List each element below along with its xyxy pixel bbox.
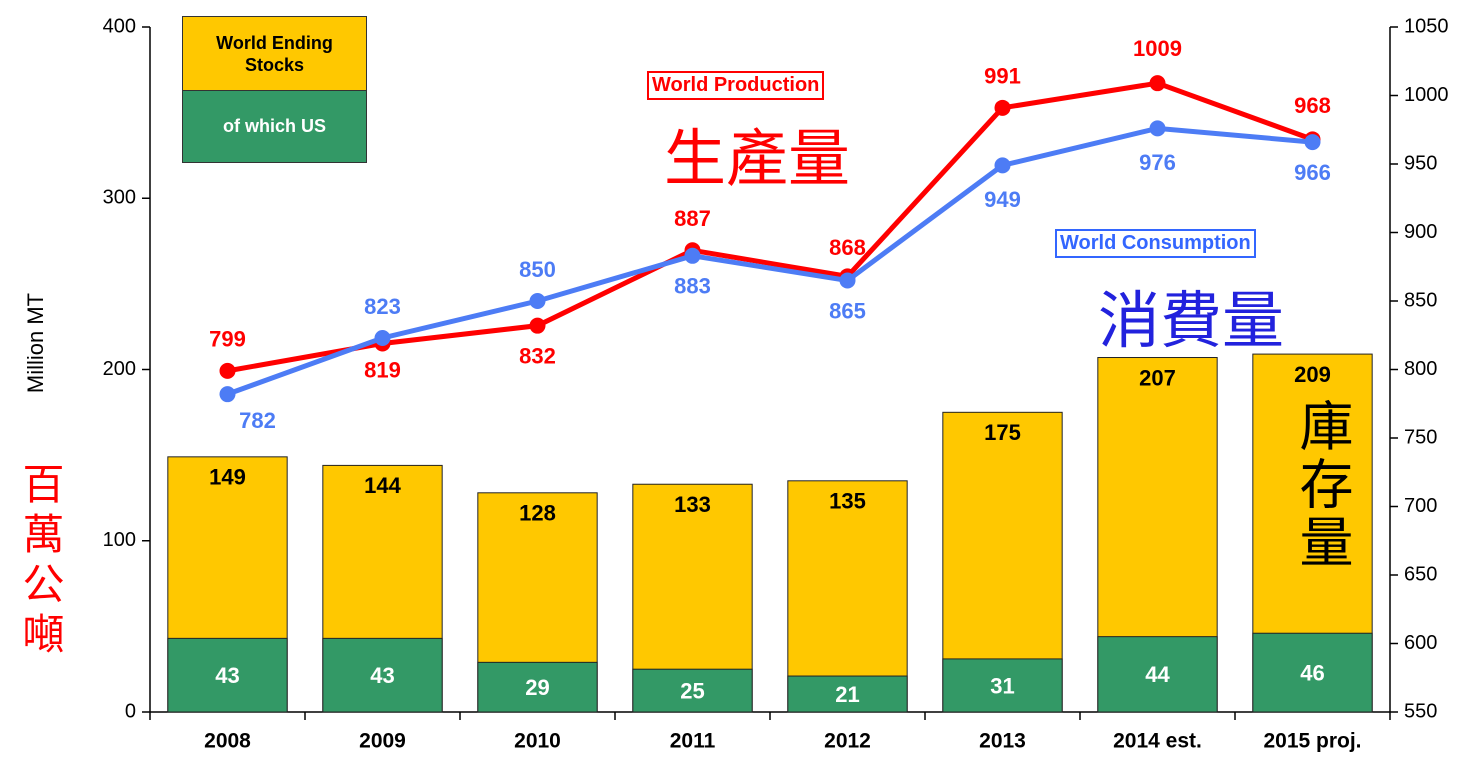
value-label: 968 <box>1294 93 1331 118</box>
y-axis-label: Million MT <box>23 292 48 394</box>
y2-tick-label: 1050 <box>1404 15 1449 37</box>
y-tick-label: 200 <box>103 358 136 380</box>
x-tick-label: 2012 <box>824 730 871 753</box>
value-label: 949 <box>984 187 1021 212</box>
line <box>226 125 1313 397</box>
bar <box>167 637 288 713</box>
bar <box>787 480 908 713</box>
value-label: 31 <box>990 673 1014 698</box>
point <box>219 386 236 403</box>
bar <box>1252 632 1373 713</box>
bar <box>942 658 1063 713</box>
x-tick-label: 2011 <box>670 730 716 753</box>
value-label: 819 <box>364 357 401 382</box>
value-label: 868 <box>829 235 866 260</box>
annotation: 消費量 <box>1098 287 1285 356</box>
point <box>1149 120 1166 137</box>
y2-tick-label: 850 <box>1404 289 1437 311</box>
y2-tick-label: 950 <box>1404 152 1437 174</box>
value-label: 133 <box>674 492 711 517</box>
value-label: 887 <box>674 206 711 231</box>
value-label: 883 <box>674 274 711 299</box>
point <box>994 99 1011 116</box>
y-tick-label: 400 <box>103 15 136 37</box>
value-label: 21 <box>835 682 859 707</box>
y2-tick-label: 700 <box>1404 495 1437 517</box>
value-label: 850 <box>519 257 556 282</box>
value-label: 29 <box>525 675 549 700</box>
annotation: 庫存量 <box>1291 398 1351 572</box>
legend-label: World Ending Stocks <box>216 32 333 75</box>
value-label: 144 <box>364 473 401 498</box>
point <box>219 362 236 379</box>
annotation: 生產量 <box>664 125 851 194</box>
value-label: 43 <box>215 663 239 688</box>
point <box>1304 134 1321 151</box>
value-label: 46 <box>1300 660 1324 685</box>
value-label: 799 <box>209 327 246 352</box>
value-label: 128 <box>519 501 556 526</box>
y2-tick-label: 800 <box>1404 358 1437 380</box>
value-label: 966 <box>1294 160 1331 185</box>
value-label: 991 <box>984 64 1021 89</box>
x-tick-label: 2009 <box>359 730 406 753</box>
value-label: 1009 <box>1133 36 1182 61</box>
bar <box>1097 636 1218 713</box>
point <box>994 157 1011 174</box>
value-label: 823 <box>364 294 401 319</box>
x-tick-label: 2014 est. <box>1113 730 1202 753</box>
point <box>529 317 546 334</box>
point <box>374 329 391 346</box>
value-label: 832 <box>519 343 556 368</box>
y-tick-label: 300 <box>103 187 136 209</box>
value-label: 149 <box>209 465 246 490</box>
x-tick-label: 2013 <box>979 730 1026 753</box>
value-label: 44 <box>1145 662 1170 687</box>
legend-us: of which US <box>182 90 367 163</box>
y-tick-label: 0 <box>125 700 136 722</box>
value-label: 865 <box>829 298 866 323</box>
y-tick-label: 100 <box>103 529 136 551</box>
point <box>1149 75 1166 92</box>
value-label: 209 <box>1294 362 1331 387</box>
y2-tick-label: 1000 <box>1404 84 1449 106</box>
value-label: 175 <box>984 420 1021 445</box>
value-label: 135 <box>829 489 866 514</box>
legend-production: World Production <box>647 71 825 100</box>
x-tick-label: 2015 proj. <box>1263 730 1361 753</box>
bar <box>322 637 443 713</box>
annotation: 百萬公噸 <box>17 462 64 662</box>
value-label: 43 <box>370 663 394 688</box>
value-label: 782 <box>239 408 276 433</box>
value-label: 976 <box>1139 150 1176 175</box>
y2-tick-label: 750 <box>1404 426 1437 448</box>
point <box>529 293 546 309</box>
y2-tick-label: 650 <box>1404 563 1437 585</box>
legend-label: of which US <box>223 116 326 136</box>
bar <box>787 675 908 713</box>
legend-consumption: World Consumption <box>1055 229 1256 258</box>
x-tick-label: 2010 <box>514 730 561 753</box>
legend-world: World Ending Stocks <box>182 16 367 90</box>
value-label: 207 <box>1139 365 1176 390</box>
point <box>684 247 701 264</box>
value-label: 25 <box>680 678 704 703</box>
bar <box>632 668 753 713</box>
y2-tick-label: 600 <box>1404 632 1437 654</box>
y2-tick-label: 900 <box>1404 221 1437 243</box>
bar <box>477 661 598 713</box>
point <box>839 272 856 289</box>
y2-tick-label: 550 <box>1404 700 1437 722</box>
x-tick-label: 2008 <box>204 730 251 753</box>
line <box>227 80 1314 374</box>
